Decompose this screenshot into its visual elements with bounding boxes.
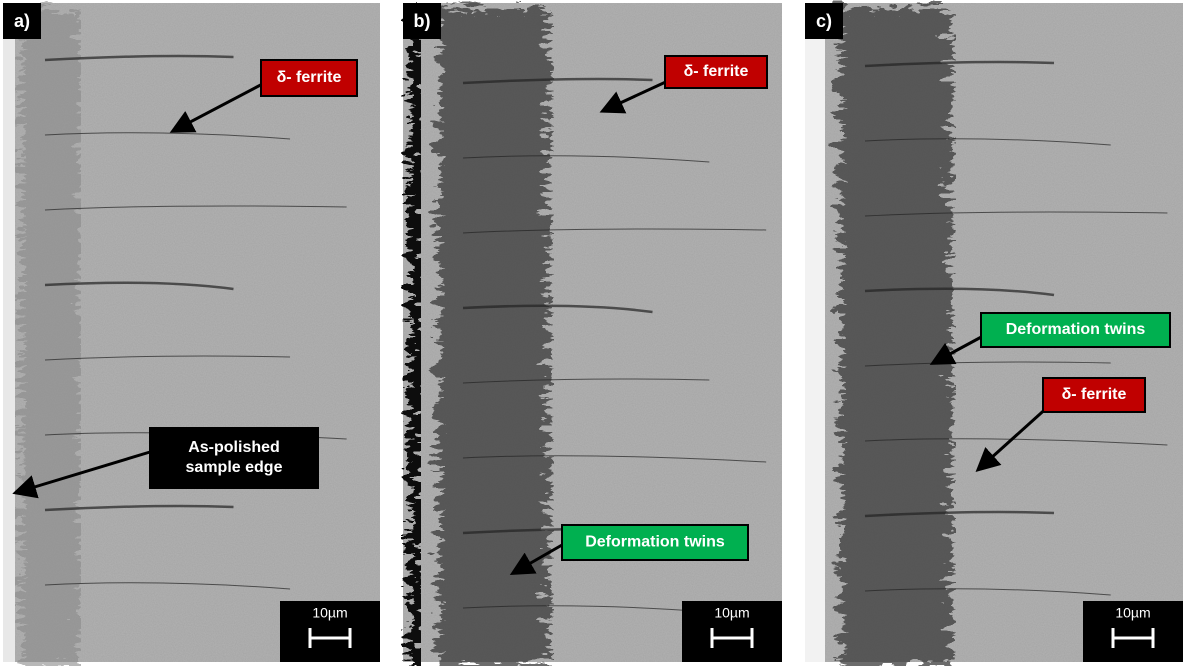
annotation-line: δ- ferrite (277, 69, 342, 86)
panel-label: c) (816, 11, 832, 31)
annotation-line: δ- ferrite (1062, 386, 1127, 403)
sample-edge (403, 3, 419, 662)
annotation-text: δ- ferrite (1062, 386, 1127, 403)
edge-damage (835, 3, 945, 662)
micrograph-panel: a) 10µm δ- ferrite As-polished sample edge (3, 3, 380, 662)
sample-edge (805, 3, 825, 662)
scale-bar-label: 10µm (714, 605, 749, 621)
annotation-text: δ- ferrite (277, 69, 342, 86)
sample-edge (3, 3, 15, 662)
panel-label: a) (14, 11, 30, 31)
micrograph-panel: b) 10µm δ- ferrite Deformation twins (403, 3, 782, 662)
edge-damage (15, 3, 75, 662)
panel-label: b) (414, 11, 431, 31)
annotation-line: Deformation twins (585, 534, 725, 551)
annotation-box (150, 428, 318, 488)
annotation-line: As-polished (188, 439, 280, 456)
annotation-line: Deformation twins (1006, 321, 1146, 338)
edge-damage (433, 3, 543, 662)
scale-bar-label: 10µm (312, 605, 347, 621)
annotation-text: δ- ferrite (684, 63, 749, 80)
annotation-text: Deformation twins (1006, 321, 1146, 338)
micrograph-panel: c) 10µm Deformation twins δ- ferrite (805, 3, 1183, 662)
annotation-line: sample edge (186, 459, 283, 476)
figure: a) 10µm δ- ferrite As-polished sample edge b)… (0, 0, 1186, 666)
annotation-text: Deformation twins (585, 534, 725, 551)
annotation-line: δ- ferrite (684, 63, 749, 80)
scale-bar-label: 10µm (1115, 605, 1150, 621)
page: a) 10µm δ- ferrite As-polished sample edge b)… (0, 0, 1186, 666)
